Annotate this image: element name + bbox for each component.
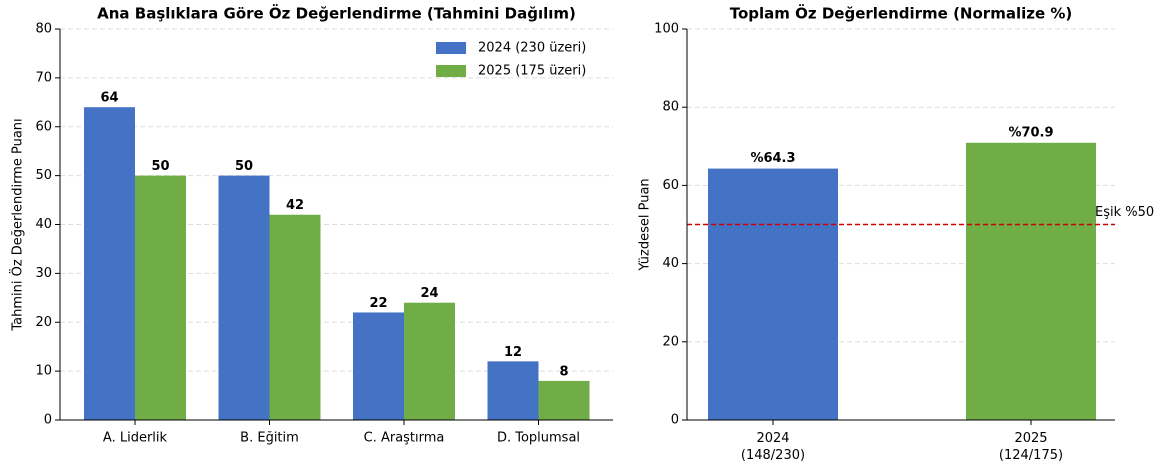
bar-value-label: 22 xyxy=(369,296,387,311)
bar-value-label: 42 xyxy=(286,198,304,213)
chart-title: Toplam Öz Değerlendirme (Normalize %) xyxy=(730,4,1073,23)
bar-value-label: 12 xyxy=(504,345,522,360)
legend-label: 2024 (230 üzeri) xyxy=(478,41,586,56)
legend-swatch xyxy=(436,42,466,54)
x-tick-label: D. Toplumsal xyxy=(497,431,580,446)
bar xyxy=(135,175,186,420)
y-tick-label: 100 xyxy=(654,22,679,37)
y-axis-label: Yüzdesel Puan xyxy=(638,178,653,271)
y-tick-label: 40 xyxy=(662,256,679,271)
bar xyxy=(404,302,455,420)
bar xyxy=(353,312,404,420)
y-tick-label: 0 xyxy=(44,413,52,428)
bar xyxy=(269,214,321,420)
bar xyxy=(218,175,270,420)
bar-value-label: 50 xyxy=(235,159,253,174)
bar xyxy=(708,168,838,420)
threshold-label: Eşik %50 xyxy=(1095,205,1154,220)
bar xyxy=(538,380,590,420)
bar-value-label: 64 xyxy=(100,91,118,106)
legend-swatch xyxy=(436,65,466,77)
x-tick-label: C. Araştırma xyxy=(364,431,445,446)
bar-value-label: %64.3 xyxy=(750,151,795,166)
x-tick-label: A. Liderlik xyxy=(103,431,168,446)
y-tick-label: 20 xyxy=(662,334,679,349)
x-tick-label: 2024 (148/230) xyxy=(741,431,805,463)
bar-value-label: %70.9 xyxy=(1008,125,1053,140)
bar-value-label: 8 xyxy=(559,364,568,379)
bar-value-label: 24 xyxy=(420,286,438,301)
y-tick-label: 30 xyxy=(35,266,52,281)
bar-value-label: 50 xyxy=(151,159,169,174)
y-tick-label: 70 xyxy=(35,70,52,85)
bar xyxy=(487,361,539,420)
y-tick-label: 10 xyxy=(35,364,52,379)
y-tick-label: 0 xyxy=(671,413,679,428)
y-tick-label: 60 xyxy=(35,119,52,134)
chart-title: Ana Başlıklara Göre Öz Değerlendirme (Ta… xyxy=(97,4,576,23)
legend-label: 2025 (175 üzeri) xyxy=(478,64,586,79)
x-tick-label: B. Eğitim xyxy=(240,431,299,446)
y-tick-label: 60 xyxy=(662,178,679,193)
bar xyxy=(84,107,135,420)
y-axis-label: Tahmini Öz Değerlendirme Puanı xyxy=(9,118,26,331)
y-tick-label: 80 xyxy=(662,100,679,115)
x-tick-label: 2025 (124/175) xyxy=(999,431,1063,463)
y-tick-label: 40 xyxy=(35,217,52,232)
bar xyxy=(966,142,1096,420)
y-tick-label: 20 xyxy=(35,315,52,330)
y-tick-label: 50 xyxy=(35,168,52,183)
y-tick-label: 80 xyxy=(35,22,52,37)
